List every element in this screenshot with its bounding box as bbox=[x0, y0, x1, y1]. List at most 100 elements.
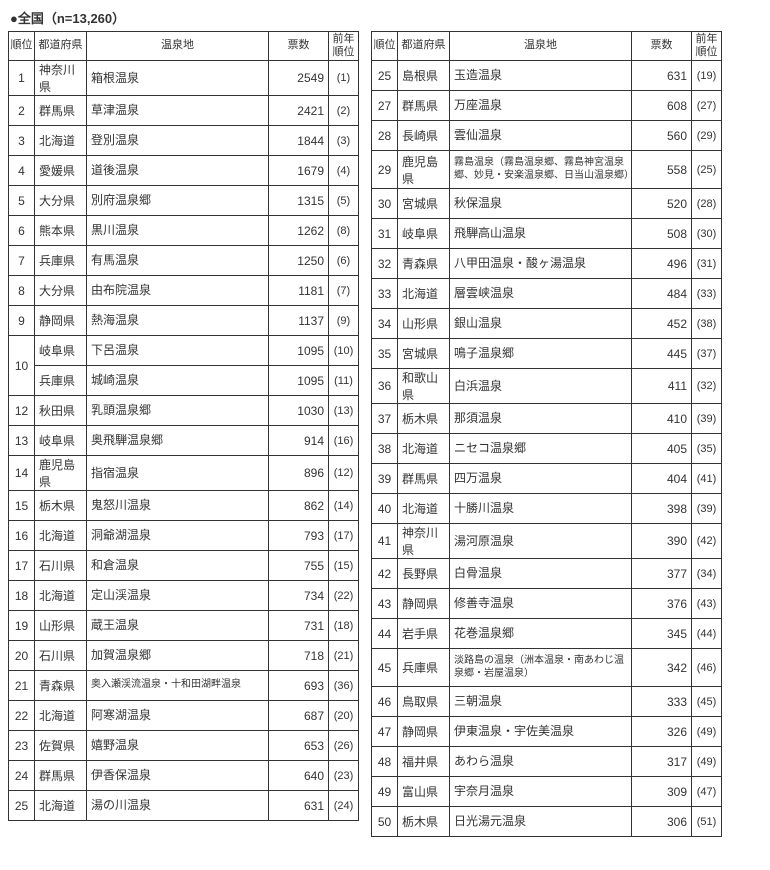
table-row: 22北海道阿寒湖温泉687(20) bbox=[9, 701, 359, 731]
header-votes: 票数 bbox=[632, 32, 692, 61]
prefecture-cell: 岐阜県 bbox=[35, 336, 87, 366]
prefecture-cell: 宮城県 bbox=[398, 339, 450, 369]
table-row: 25北海道湯の川温泉631(24) bbox=[9, 791, 359, 821]
prefecture-cell: 北海道 bbox=[398, 434, 450, 464]
prefecture-cell: 北海道 bbox=[35, 581, 87, 611]
prev-rank-cell: (8) bbox=[329, 216, 359, 246]
votes-cell: 1181 bbox=[269, 276, 329, 306]
prefecture-cell: 岐阜県 bbox=[398, 219, 450, 249]
header-rank: 順位 bbox=[9, 32, 35, 61]
prefecture-cell: 北海道 bbox=[35, 791, 87, 821]
rank-cell: 2 bbox=[9, 96, 35, 126]
rank-cell: 41 bbox=[372, 524, 398, 559]
prev-rank-cell: (41) bbox=[692, 464, 722, 494]
table-row: 29鹿児島県霧島温泉（霧島温泉郷、霧島神宮温泉郷、妙見・安楽温泉郷、日当山温泉郷… bbox=[372, 151, 722, 189]
prefecture-cell: 石川県 bbox=[35, 551, 87, 581]
onsen-name-cell: 那須温泉 bbox=[450, 404, 632, 434]
rank-cell: 40 bbox=[372, 494, 398, 524]
prev-rank-cell: (12) bbox=[329, 456, 359, 491]
prev-rank-cell: (27) bbox=[692, 91, 722, 121]
prefecture-cell: 大分県 bbox=[35, 186, 87, 216]
rank-cell: 35 bbox=[372, 339, 398, 369]
onsen-name-cell: 伊香保温泉 bbox=[87, 761, 269, 791]
rank-cell: 16 bbox=[9, 521, 35, 551]
onsen-name-cell: 阿寒湖温泉 bbox=[87, 701, 269, 731]
onsen-name-cell: 蔵王温泉 bbox=[87, 611, 269, 641]
votes-cell: 1030 bbox=[269, 396, 329, 426]
votes-cell: 914 bbox=[269, 426, 329, 456]
votes-cell: 1095 bbox=[269, 366, 329, 396]
header-rank: 順位 bbox=[372, 32, 398, 61]
onsen-name-cell: 洞爺湖温泉 bbox=[87, 521, 269, 551]
onsen-name-cell: 加賀温泉郷 bbox=[87, 641, 269, 671]
onsen-name-cell: 白骨温泉 bbox=[450, 559, 632, 589]
prev-rank-cell: (25) bbox=[692, 151, 722, 189]
rank-cell: 7 bbox=[9, 246, 35, 276]
prefecture-cell: 愛媛県 bbox=[35, 156, 87, 186]
rank-cell: 13 bbox=[9, 426, 35, 456]
votes-cell: 653 bbox=[269, 731, 329, 761]
table-row: 27群馬県万座温泉608(27) bbox=[372, 91, 722, 121]
prev-rank-cell: (20) bbox=[329, 701, 359, 731]
onsen-name-cell: 奥飛騨温泉郷 bbox=[87, 426, 269, 456]
rank-cell: 43 bbox=[372, 589, 398, 619]
onsen-name-cell: 湯の川温泉 bbox=[87, 791, 269, 821]
votes-cell: 1137 bbox=[269, 306, 329, 336]
prev-rank-cell: (7) bbox=[329, 276, 359, 306]
prefecture-cell: 福井県 bbox=[398, 747, 450, 777]
table-row: 12秋田県乳頭温泉郷1030(13) bbox=[9, 396, 359, 426]
votes-cell: 411 bbox=[632, 369, 692, 404]
onsen-name-cell: 城崎温泉 bbox=[87, 366, 269, 396]
rank-cell: 27 bbox=[372, 91, 398, 121]
prefecture-cell: 鹿児島県 bbox=[398, 151, 450, 189]
prefecture-cell: 山形県 bbox=[398, 309, 450, 339]
table-row: 7兵庫県有馬温泉1250(6) bbox=[9, 246, 359, 276]
prev-rank-cell: (34) bbox=[692, 559, 722, 589]
onsen-name-cell: 伊東温泉・宇佐美温泉 bbox=[450, 717, 632, 747]
votes-cell: 342 bbox=[632, 649, 692, 687]
rank-cell: 21 bbox=[9, 671, 35, 701]
prefecture-cell: 栃木県 bbox=[398, 404, 450, 434]
table-row: 3北海道登別温泉1844(3) bbox=[9, 126, 359, 156]
prev-rank-cell: (3) bbox=[329, 126, 359, 156]
table-row: 35宮城県鳴子温泉郷445(37) bbox=[372, 339, 722, 369]
onsen-name-cell: 玉造温泉 bbox=[450, 61, 632, 91]
votes-cell: 731 bbox=[269, 611, 329, 641]
table-row: 14鹿児島県指宿温泉896(12) bbox=[9, 456, 359, 491]
prefecture-cell: 北海道 bbox=[398, 494, 450, 524]
votes-cell: 520 bbox=[632, 189, 692, 219]
onsen-name-cell: 草津温泉 bbox=[87, 96, 269, 126]
onsen-name-cell: 箱根温泉 bbox=[87, 61, 269, 96]
onsen-name-cell: 和倉温泉 bbox=[87, 551, 269, 581]
prefecture-cell: 山形県 bbox=[35, 611, 87, 641]
rank-cell: 30 bbox=[372, 189, 398, 219]
table-row: 兵庫県城崎温泉1095(11) bbox=[9, 366, 359, 396]
rank-cell: 24 bbox=[9, 761, 35, 791]
prev-rank-cell: (51) bbox=[692, 807, 722, 837]
prev-rank-cell: (19) bbox=[692, 61, 722, 91]
table-row: 19山形県蔵王温泉731(18) bbox=[9, 611, 359, 641]
table-row: 32青森県八甲田温泉・酸ヶ湯温泉496(31) bbox=[372, 249, 722, 279]
rank-cell: 10 bbox=[9, 336, 35, 396]
prefecture-cell: 兵庫県 bbox=[35, 246, 87, 276]
onsen-name-cell: 霧島温泉（霧島温泉郷、霧島神宮温泉郷、妙見・安楽温泉郷、日当山温泉郷） bbox=[450, 151, 632, 189]
prev-rank-cell: (23) bbox=[329, 761, 359, 791]
table-row: 42長野県白骨温泉377(34) bbox=[372, 559, 722, 589]
rank-cell: 45 bbox=[372, 649, 398, 687]
votes-cell: 306 bbox=[632, 807, 692, 837]
table-row: 44岩手県花巻温泉郷345(44) bbox=[372, 619, 722, 649]
rank-cell: 5 bbox=[9, 186, 35, 216]
ranking-table-left: 順位 都道府県 温泉地 票数 前年 順位 1神奈川県箱根温泉2549(1)2群馬… bbox=[8, 31, 359, 821]
votes-cell: 640 bbox=[269, 761, 329, 791]
votes-cell: 793 bbox=[269, 521, 329, 551]
votes-cell: 558 bbox=[632, 151, 692, 189]
header-row: 順位 都道府県 温泉地 票数 前年 順位 bbox=[372, 32, 722, 61]
onsen-name-cell: 十勝川温泉 bbox=[450, 494, 632, 524]
rank-cell: 48 bbox=[372, 747, 398, 777]
rank-cell: 18 bbox=[9, 581, 35, 611]
prev-rank-cell: (49) bbox=[692, 747, 722, 777]
prefecture-cell: 兵庫県 bbox=[35, 366, 87, 396]
table-row: 49富山県宇奈月温泉309(47) bbox=[372, 777, 722, 807]
prev-rank-cell: (44) bbox=[692, 619, 722, 649]
ranking-table-right: 順位 都道府県 温泉地 票数 前年 順位 25島根県玉造温泉631(19)27群… bbox=[371, 31, 722, 837]
